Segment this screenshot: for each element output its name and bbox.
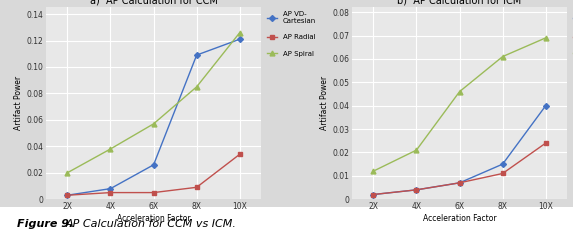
Text: Figure 9.: Figure 9. [17, 219, 77, 229]
Y-axis label: Artifact Power: Artifact Power [320, 76, 329, 130]
Legend: AP VD-
Cartesian, AP Radial, AP Spiral: AP VD- Cartesian, AP Radial, AP Spiral [267, 11, 316, 57]
Y-axis label: Artifact Power: Artifact Power [14, 76, 23, 130]
Title: b)  AP Calculation for ICM: b) AP Calculation for ICM [398, 0, 521, 5]
X-axis label: Acceleration Factor: Acceleration Factor [423, 214, 496, 223]
X-axis label: Acceleration Factor: Acceleration Factor [117, 214, 190, 223]
Text: AP Calculation for CCM vs ICM.: AP Calculation for CCM vs ICM. [66, 219, 237, 229]
Title: a)  AP Calculation for CCM: a) AP Calculation for CCM [89, 0, 218, 5]
